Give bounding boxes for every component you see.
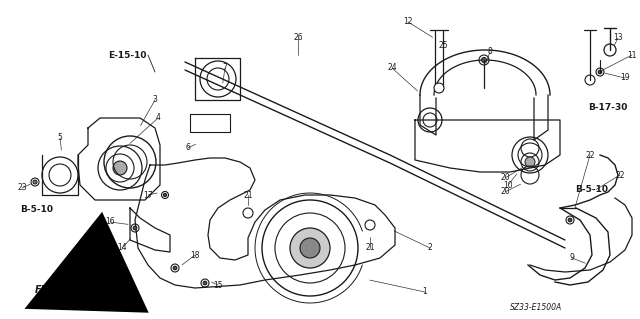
Text: 22: 22	[585, 151, 595, 160]
Text: 18: 18	[190, 250, 200, 259]
Text: 16: 16	[105, 218, 115, 226]
Circle shape	[568, 218, 572, 222]
Text: 21: 21	[365, 243, 375, 253]
Text: 17: 17	[143, 190, 153, 199]
Text: 21: 21	[243, 190, 253, 199]
Text: 19: 19	[620, 73, 630, 83]
Text: 15: 15	[213, 280, 223, 290]
Text: 9: 9	[570, 254, 575, 263]
Text: 2: 2	[428, 243, 433, 253]
Bar	[190, 114, 230, 132]
Text: 23: 23	[17, 183, 27, 192]
Text: B-5-10: B-5-10	[575, 186, 608, 195]
Text: 6: 6	[186, 144, 191, 152]
Text: 8: 8	[488, 48, 492, 56]
Text: 25: 25	[438, 41, 448, 49]
Text: E-15-10: E-15-10	[108, 50, 147, 60]
Text: FR.: FR.	[35, 285, 53, 295]
Text: 13: 13	[613, 33, 623, 42]
Text: 4: 4	[156, 114, 161, 122]
Text: 20: 20	[500, 174, 510, 182]
Circle shape	[300, 238, 320, 258]
Circle shape	[525, 157, 535, 167]
Text: B-5-10: B-5-10	[20, 205, 53, 214]
Circle shape	[434, 83, 444, 93]
Circle shape	[204, 281, 207, 285]
Circle shape	[173, 266, 177, 270]
Circle shape	[481, 57, 486, 63]
Circle shape	[163, 193, 166, 197]
Text: 22: 22	[615, 170, 625, 180]
Text: SZ33-E1500A: SZ33-E1500A	[510, 303, 563, 313]
Text: 3: 3	[152, 95, 157, 105]
Circle shape	[598, 70, 602, 74]
Text: 11: 11	[627, 50, 637, 60]
Text: 1: 1	[422, 287, 428, 296]
Text: 10: 10	[503, 181, 513, 189]
Text: 14: 14	[117, 243, 127, 253]
Text: 26: 26	[293, 33, 303, 42]
Text: 5: 5	[58, 133, 63, 143]
Circle shape	[113, 161, 127, 175]
Text: 12: 12	[403, 18, 413, 26]
Circle shape	[133, 226, 137, 230]
FancyArrowPatch shape	[24, 212, 148, 313]
Text: 20: 20	[500, 188, 510, 197]
Text: 24: 24	[387, 63, 397, 72]
Circle shape	[33, 180, 37, 184]
Text: B-17-30: B-17-30	[588, 103, 627, 113]
Circle shape	[290, 228, 330, 268]
Text: 7: 7	[223, 63, 227, 72]
